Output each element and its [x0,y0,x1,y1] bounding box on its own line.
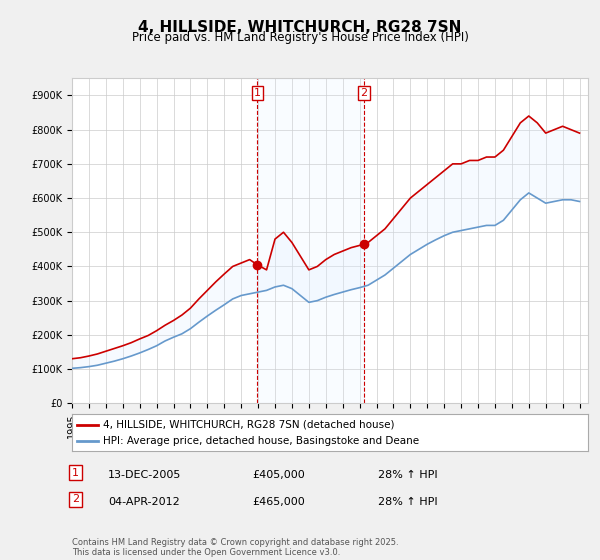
Text: Price paid vs. HM Land Registry's House Price Index (HPI): Price paid vs. HM Land Registry's House … [131,31,469,44]
Text: £465,000: £465,000 [252,497,305,507]
Text: 28% ↑ HPI: 28% ↑ HPI [378,497,437,507]
Text: 13-DEC-2005: 13-DEC-2005 [108,470,181,480]
Text: HPI: Average price, detached house, Basingstoke and Deane: HPI: Average price, detached house, Basi… [103,436,419,446]
Text: 4, HILLSIDE, WHITCHURCH, RG28 7SN (detached house): 4, HILLSIDE, WHITCHURCH, RG28 7SN (detac… [103,419,394,430]
Bar [257,78,364,403]
Text: Contains HM Land Registry data © Crown copyright and database right 2025.
This d: Contains HM Land Registry data © Crown c… [72,538,398,557]
Text: 4, HILLSIDE, WHITCHURCH, RG28 7SN: 4, HILLSIDE, WHITCHURCH, RG28 7SN [139,20,461,35]
Text: £405,000: £405,000 [252,470,305,480]
Text: 04-APR-2012: 04-APR-2012 [108,497,180,507]
Text: 1: 1 [254,88,261,98]
Text: 1: 1 [72,468,79,478]
Text: 2: 2 [361,88,368,98]
Text: 2: 2 [72,494,79,505]
Text: 28% ↑ HPI: 28% ↑ HPI [378,470,437,480]
